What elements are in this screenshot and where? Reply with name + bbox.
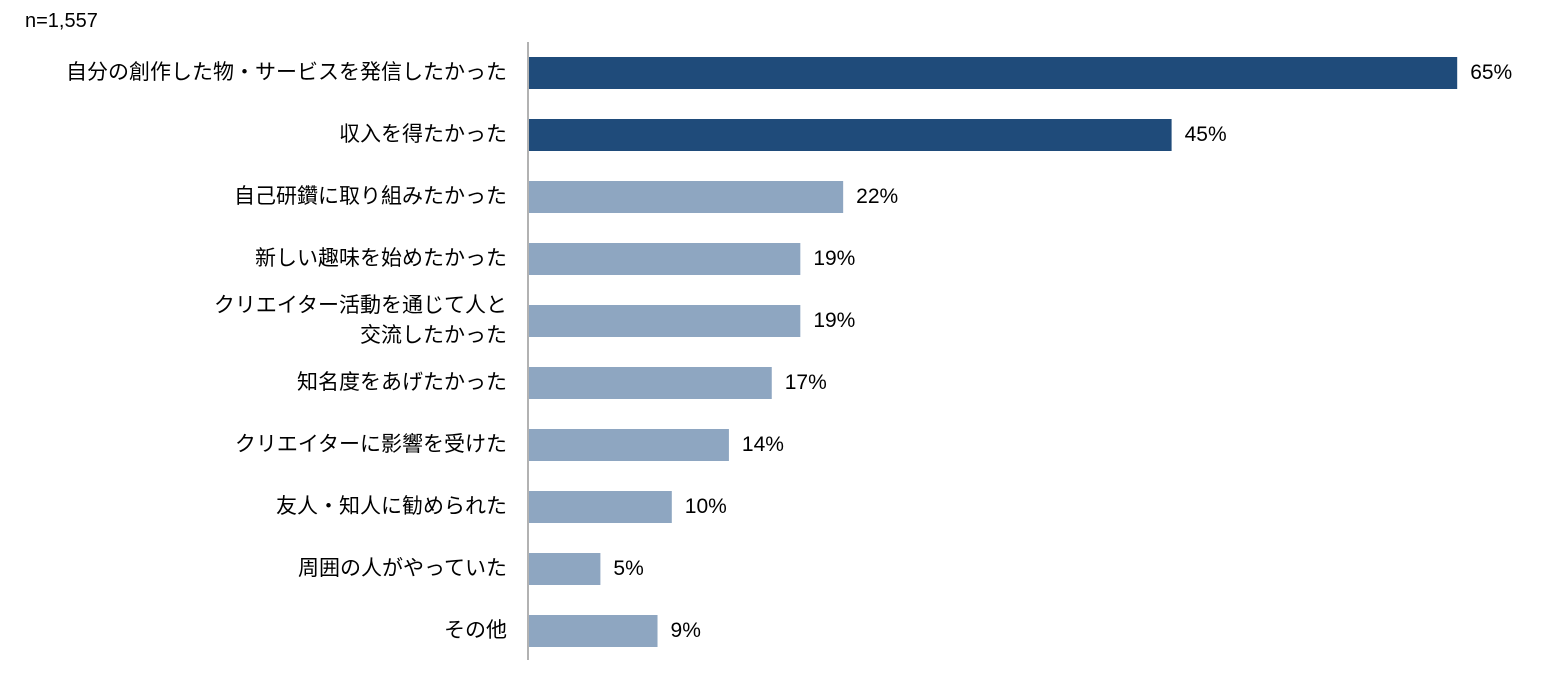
bar: [529, 181, 844, 213]
category-label: 新しい趣味を始めたかった: [255, 247, 507, 270]
bar: [529, 305, 801, 337]
bar: [529, 553, 601, 585]
bar: [529, 491, 672, 523]
bar: [529, 615, 658, 647]
value-label: 65%: [1470, 61, 1513, 84]
category-label: 周囲の人がやっていた: [298, 557, 507, 580]
bar: [529, 429, 729, 461]
value-label: 17%: [784, 371, 827, 394]
bar: [529, 367, 772, 399]
value-label: 19%: [813, 309, 856, 332]
value-label: 45%: [1184, 123, 1227, 146]
category-label: 知名度をあげたかった: [297, 371, 507, 394]
value-label: 14%: [741, 433, 784, 456]
category-label: 収入を得たかった: [339, 123, 507, 146]
category-label: 自己研鑽に取り組みたかった: [234, 185, 507, 208]
value-label: 22%: [856, 185, 899, 208]
value-label: 5%: [613, 557, 644, 580]
value-label: 10%: [684, 495, 727, 518]
category-label: クリエイター活動を通じて人と 交流したかった: [213, 294, 507, 347]
category-label: 友人・知人に勧められた: [276, 495, 507, 518]
category-label: クリエイターに影響を受けた: [234, 433, 507, 456]
value-label: 9%: [670, 619, 701, 642]
category-label: その他: [444, 619, 507, 642]
bar: [529, 243, 801, 275]
sample-size: n=1,557: [25, 10, 98, 32]
bar: [529, 57, 1458, 89]
value-label: 19%: [813, 247, 856, 270]
bar: [529, 119, 1172, 151]
category-label: 自分の創作した物・サービスを発信したかった: [66, 61, 507, 84]
